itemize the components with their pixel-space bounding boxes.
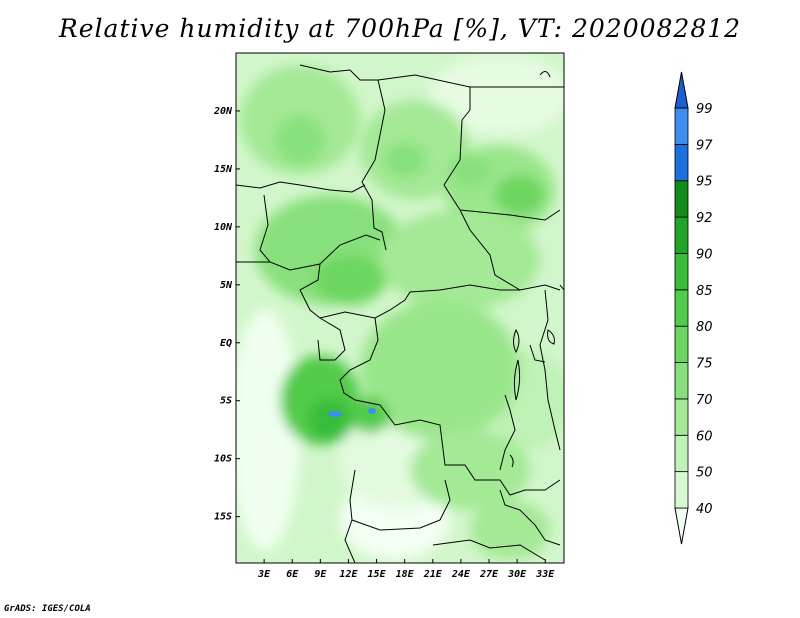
lon-tick-label: 18E — [396, 569, 415, 580]
country-borders — [236, 64, 564, 563]
colorbar-label: 95 — [696, 175, 713, 190]
colorbar-segment — [674, 107, 689, 145]
colorbar-segment — [674, 253, 689, 291]
lon-tick-label: 30E — [507, 569, 527, 580]
lat-tick-label: 15N — [214, 164, 233, 175]
lon-tick-label: 3E — [257, 569, 271, 580]
lat-tick-label: EQ — [220, 338, 232, 349]
colorbar-lower-triangle — [674, 507, 689, 545]
colorbar-label: 92 — [696, 211, 713, 226]
lat-tick-label: 10S — [214, 454, 232, 465]
lon-tick-label: 6E — [286, 569, 299, 580]
lat-tick-label: 20N — [213, 106, 233, 117]
colorbar: 40 50 60 70 75 80 85 90 92 95 97 99 — [674, 71, 713, 545]
colorbar-label: 99 — [696, 102, 713, 117]
colorbar-label: 70 — [696, 393, 713, 408]
colorbar-segment — [674, 289, 689, 327]
colorbar-segment — [674, 325, 689, 363]
colorbar-label: 97 — [696, 138, 713, 153]
lon-tick-label: 9E — [314, 569, 327, 580]
lat-tick-label: 10N — [214, 222, 233, 233]
colorbar-segment — [674, 398, 689, 436]
colorbar-segment — [674, 362, 689, 400]
lon-tick-label: 24E — [451, 569, 471, 580]
colorbar-segment — [674, 434, 689, 473]
colorbar-label: 90 — [696, 247, 713, 262]
colorbar-label: 40 — [696, 502, 713, 517]
longitude-axis: 3E 6E 9E 12E 15E 18E 21E 24E 27E 30E 33E — [257, 559, 555, 580]
lat-tick-label: 5N — [220, 280, 233, 291]
colorbar-label: 60 — [696, 429, 713, 444]
humidity-field — [236, 53, 564, 563]
latitude-axis: 20N 15N 10N 5N EQ 5S 10S 15S — [213, 106, 240, 523]
colorbar-label: 80 — [696, 320, 713, 335]
lon-tick-label: 21E — [423, 569, 443, 580]
lon-tick-label: 12E — [339, 569, 358, 580]
lon-tick-label: 27E — [479, 569, 499, 580]
lat-tick-label: 15S — [214, 512, 232, 523]
colorbar-upper-triangle — [674, 71, 689, 109]
lake-outlines — [509, 71, 555, 468]
lon-tick-label: 33E — [535, 569, 555, 580]
lon-tick-label: 15E — [368, 569, 387, 580]
map-frame — [235, 52, 565, 564]
colorbar-segment — [674, 471, 689, 509]
colorbar-segment — [674, 143, 689, 182]
software-credit: GrADS: IGES/COLA — [4, 604, 91, 614]
colorbar-label: 75 — [696, 357, 713, 372]
map-title: Relative humidity at 700hPa [%], VT: 202… — [58, 14, 742, 43]
colorbar-segment — [674, 216, 689, 254]
colorbar-label: 50 — [696, 466, 713, 481]
colorbar-segment — [674, 180, 689, 218]
colorbar-label: 85 — [696, 284, 713, 299]
lat-tick-label: 5S — [220, 396, 232, 407]
